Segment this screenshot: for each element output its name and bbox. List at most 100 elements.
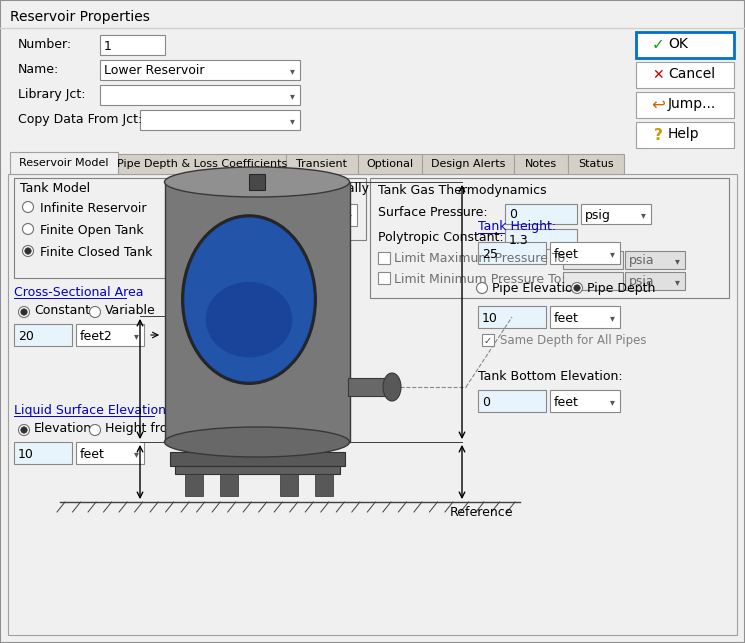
Bar <box>550 242 620 264</box>
Text: Lower Reservoir: Lower Reservoir <box>104 64 204 78</box>
Text: Copy Data From Jct:: Copy Data From Jct: <box>18 113 142 126</box>
Circle shape <box>19 307 30 318</box>
Text: Liquid Surface Elevation:: Liquid Surface Elevation: <box>14 404 171 417</box>
Text: Reference: Reference <box>450 506 513 519</box>
Bar <box>581 204 651 224</box>
Text: Transient: Transient <box>297 159 347 169</box>
Bar <box>8 174 737 635</box>
Text: Same Depth for All Pipes: Same Depth for All Pipes <box>500 334 647 347</box>
Bar <box>378 272 390 284</box>
Text: ▾: ▾ <box>290 91 294 101</box>
Circle shape <box>22 224 34 235</box>
Circle shape <box>21 309 28 315</box>
Text: Status: Status <box>578 159 614 169</box>
Text: psia: psia <box>629 255 655 267</box>
Text: feet: feet <box>554 248 579 260</box>
Bar <box>286 154 358 174</box>
Text: ✓: ✓ <box>484 336 492 346</box>
Bar <box>14 178 192 278</box>
Bar <box>636 62 734 88</box>
Text: 20: 20 <box>18 330 34 343</box>
Text: feet: feet <box>80 448 105 460</box>
Bar <box>422 154 514 174</box>
Bar <box>165 182 350 442</box>
Bar <box>118 154 286 174</box>
Text: Limit Minimum Pressure To:: Limit Minimum Pressure To: <box>394 273 565 286</box>
Ellipse shape <box>206 282 292 358</box>
Bar <box>563 272 623 290</box>
Text: Finite Closed Tank: Finite Closed Tank <box>40 246 153 259</box>
Circle shape <box>19 424 30 435</box>
Text: Tank Gas Thermodynamics: Tank Gas Thermodynamics <box>378 184 547 197</box>
Text: ✕: ✕ <box>652 68 664 82</box>
Text: OK: OK <box>668 37 688 51</box>
Bar <box>220 474 238 496</box>
Text: Variable: Variable <box>105 304 156 317</box>
Text: Help: Help <box>668 127 700 141</box>
Bar <box>358 154 422 174</box>
Text: Both Parameters: Both Parameters <box>206 210 311 222</box>
Text: ▾: ▾ <box>290 116 294 126</box>
Text: Tank Bottom Elevation:: Tank Bottom Elevation: <box>478 370 623 383</box>
Bar <box>563 251 623 269</box>
Text: Pipe Depth & Loss Coefficients: Pipe Depth & Loss Coefficients <box>117 159 287 169</box>
Text: Constant: Constant <box>34 304 90 317</box>
Text: Optional: Optional <box>367 159 413 169</box>
Bar <box>185 474 203 496</box>
Bar <box>636 32 734 58</box>
Bar <box>348 378 390 396</box>
Text: Name:: Name: <box>18 63 60 76</box>
Text: Design Alerts: Design Alerts <box>431 159 505 169</box>
Bar <box>514 154 568 174</box>
Bar <box>249 174 265 190</box>
Bar <box>100 85 300 105</box>
Text: Finite Open Tank: Finite Open Tank <box>40 224 144 237</box>
Text: Jump...: Jump... <box>668 97 716 111</box>
Ellipse shape <box>185 217 314 381</box>
Text: ▾: ▾ <box>609 313 615 323</box>
Text: Number:: Number: <box>18 38 72 51</box>
Text: 25: 25 <box>482 248 498 260</box>
Bar <box>10 152 118 174</box>
Bar <box>100 60 300 80</box>
Text: ▾: ▾ <box>609 397 615 407</box>
Ellipse shape <box>383 373 401 401</box>
Text: ▾: ▾ <box>133 331 139 341</box>
Text: ▾: ▾ <box>290 66 294 76</box>
Bar <box>76 442 144 464</box>
Bar <box>196 178 366 240</box>
Ellipse shape <box>165 167 349 197</box>
Text: feet: feet <box>554 312 579 325</box>
Text: Reservoir Model: Reservoir Model <box>19 158 109 168</box>
Bar <box>175 466 340 474</box>
Bar <box>625 251 685 269</box>
Text: Library Jct:: Library Jct: <box>18 88 86 101</box>
Ellipse shape <box>183 215 316 384</box>
Text: 10: 10 <box>482 312 498 325</box>
Bar <box>478 242 546 264</box>
Bar <box>140 110 300 130</box>
Text: psig: psig <box>585 208 611 221</box>
Text: ▾: ▾ <box>346 211 352 221</box>
Text: ?: ? <box>653 127 662 143</box>
Text: feet: feet <box>554 395 579 408</box>
Text: ▾: ▾ <box>133 449 139 459</box>
Bar <box>170 452 345 466</box>
Text: Cross-Sectional Area: Cross-Sectional Area <box>14 286 144 299</box>
Bar <box>280 474 298 496</box>
Text: ▾: ▾ <box>674 277 679 287</box>
Circle shape <box>89 424 101 435</box>
Text: 1.3: 1.3 <box>509 233 529 246</box>
Bar <box>202 204 357 226</box>
Text: Tank Height:: Tank Height: <box>478 220 556 233</box>
Bar <box>482 334 494 346</box>
Bar <box>315 474 333 496</box>
Text: Cancel: Cancel <box>668 67 715 81</box>
Bar <box>636 92 734 118</box>
Circle shape <box>571 282 583 293</box>
Bar <box>100 35 165 55</box>
Circle shape <box>477 282 487 293</box>
Bar <box>378 252 390 264</box>
Circle shape <box>574 285 580 291</box>
Text: Tank Model: Tank Model <box>20 182 90 195</box>
